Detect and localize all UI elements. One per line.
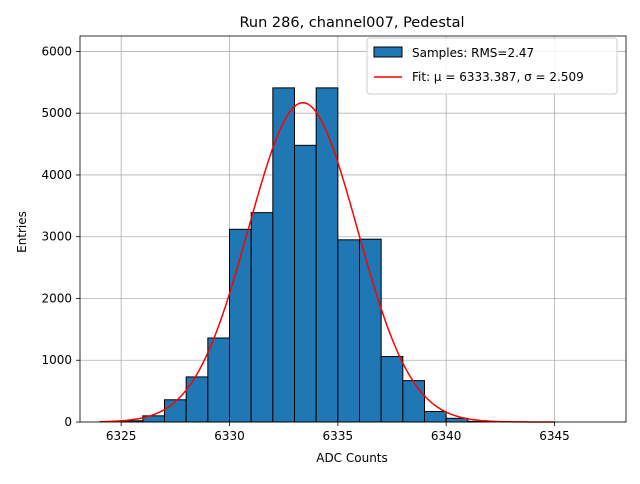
histogram-bar bbox=[402, 380, 426, 423]
y-tick-label: 3000 bbox=[41, 230, 72, 244]
y-axis-label: Entries bbox=[15, 211, 29, 253]
y-tick-label: 5000 bbox=[41, 106, 72, 120]
histogram-bar bbox=[164, 399, 187, 423]
legend: Samples: RMS=2.47 Fit: μ = 6333.387, σ =… bbox=[366, 37, 618, 95]
histogram-bar bbox=[250, 212, 274, 423]
chart-title: Run 286, channel007, Pedestal bbox=[239, 15, 464, 31]
histogram-bar bbox=[359, 238, 382, 423]
y-tick-label: 1000 bbox=[41, 353, 72, 367]
x-tick-label: 6325 bbox=[106, 429, 137, 443]
legend-box bbox=[366, 37, 618, 95]
x-tick-label: 6330 bbox=[214, 429, 245, 443]
x-axis-label: ADC Counts bbox=[316, 451, 388, 465]
histogram-bar bbox=[380, 356, 404, 423]
axes-frame bbox=[79, 35, 627, 423]
x-tick-label: 6345 bbox=[539, 429, 570, 443]
x-tick-label: 6340 bbox=[431, 429, 462, 443]
histogram-bar bbox=[185, 376, 209, 423]
histogram-bar bbox=[315, 87, 339, 423]
y-tick-label: 6000 bbox=[41, 44, 72, 58]
x-tick-label: 6335 bbox=[323, 429, 354, 443]
legend-bars-label: Samples: RMS=2.47 bbox=[412, 46, 534, 60]
y-tick-label: 4000 bbox=[41, 168, 72, 182]
axis-ticks: 6325 6330 6335 6340 6345 0 1000 2000 3000 4000 500… bbox=[41, 44, 569, 443]
fit-curve bbox=[99, 101, 555, 423]
y-tick-label: 2000 bbox=[41, 291, 72, 305]
histogram-bar bbox=[424, 411, 447, 423]
histogram-bar bbox=[294, 144, 317, 423]
histogram-bar bbox=[337, 239, 361, 423]
histogram-bar bbox=[207, 337, 230, 423]
histogram-bars bbox=[120, 87, 491, 423]
y-tick-label: 0 bbox=[64, 415, 72, 429]
legend-bars-swatch bbox=[373, 46, 403, 58]
legend-fit-label: Fit: μ = 6333.387, σ = 2.509 bbox=[412, 70, 584, 84]
